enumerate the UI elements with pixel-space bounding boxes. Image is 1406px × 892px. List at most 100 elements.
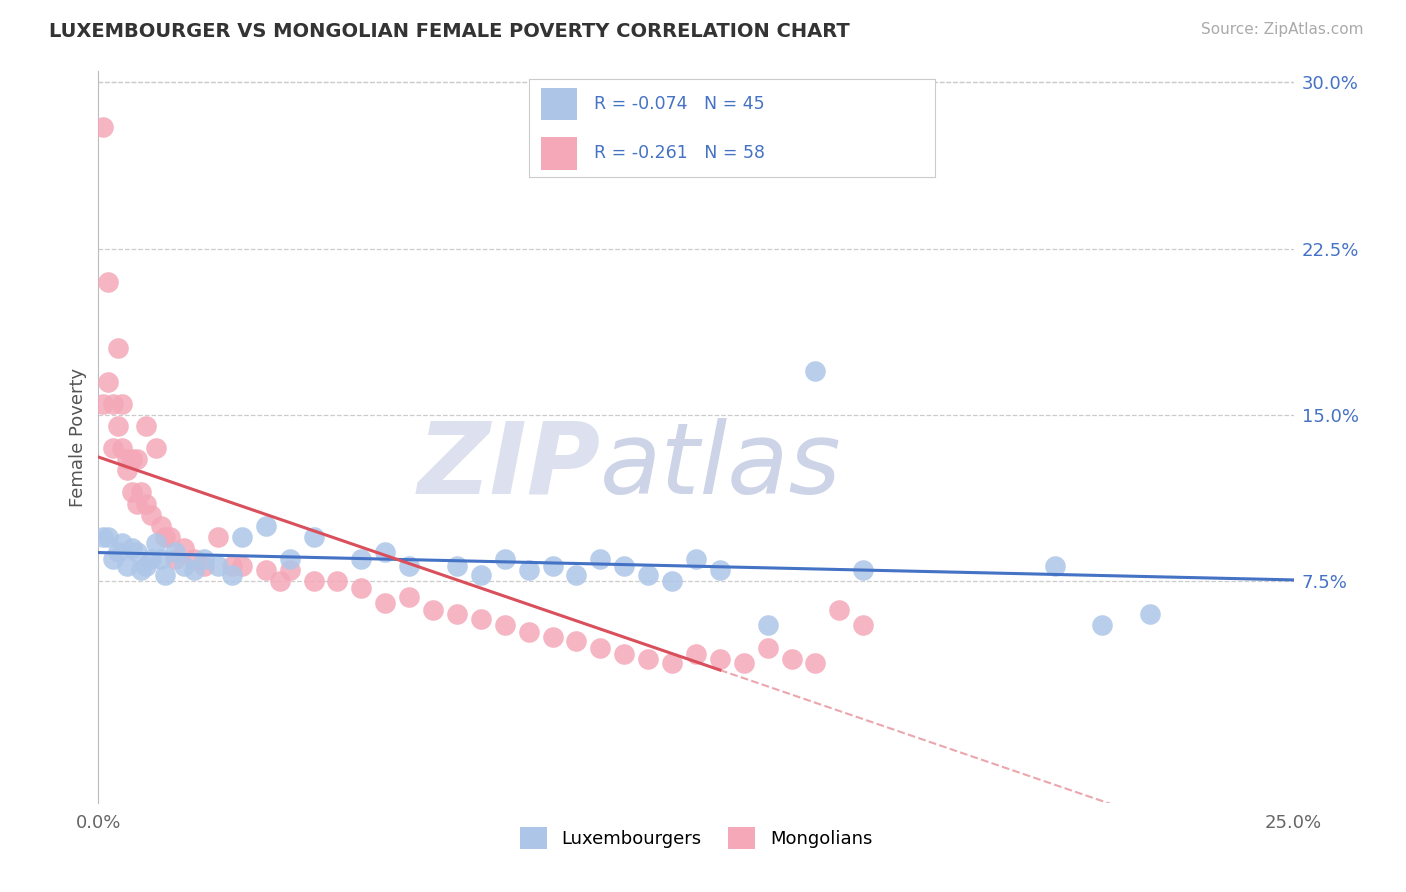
Point	[852, 563, 875, 577]
Point	[350, 581, 373, 595]
Point	[1091, 618, 1114, 632]
Point	[135, 497, 157, 511]
Point	[121, 541, 143, 555]
Point	[115, 463, 138, 477]
Point	[97, 530, 120, 544]
Point	[183, 552, 205, 566]
Point	[135, 419, 157, 434]
Point	[131, 563, 153, 577]
Point	[231, 558, 253, 573]
Point	[173, 541, 195, 555]
Point	[398, 590, 420, 604]
Point	[135, 558, 157, 573]
Point	[565, 634, 588, 648]
Point	[254, 563, 277, 577]
Text: ZIP: ZIP	[418, 417, 600, 515]
Point	[121, 485, 143, 500]
Point	[107, 419, 129, 434]
Point	[207, 558, 229, 573]
Text: Source: ZipAtlas.com: Source: ZipAtlas.com	[1201, 22, 1364, 37]
Point	[804, 656, 827, 670]
Point	[685, 648, 707, 662]
Point	[207, 530, 229, 544]
Point	[221, 558, 243, 573]
Point	[398, 558, 420, 573]
Point	[91, 120, 114, 134]
Point	[145, 536, 167, 550]
Point	[494, 552, 516, 566]
Point	[374, 596, 396, 610]
Point	[541, 558, 564, 573]
Point	[374, 545, 396, 559]
Point	[131, 485, 153, 500]
Point	[163, 552, 186, 566]
Point	[302, 530, 325, 544]
Point	[254, 518, 277, 533]
Point	[302, 574, 325, 589]
Point	[685, 552, 707, 566]
Point	[193, 558, 215, 573]
Point	[121, 452, 143, 467]
Point	[183, 563, 205, 577]
Point	[221, 567, 243, 582]
Point	[422, 603, 444, 617]
Point	[149, 518, 172, 533]
Point	[231, 530, 253, 544]
Point	[517, 625, 540, 640]
Point	[756, 640, 779, 655]
Point	[756, 618, 779, 632]
Point	[115, 452, 138, 467]
Point	[780, 651, 803, 665]
Point	[1043, 558, 1066, 573]
Point	[661, 656, 683, 670]
Point	[804, 363, 827, 377]
Point	[541, 630, 564, 644]
Point	[163, 545, 186, 559]
Point	[470, 567, 492, 582]
Point	[517, 563, 540, 577]
Text: atlas: atlas	[600, 417, 842, 515]
Text: LUXEMBOURGER VS MONGOLIAN FEMALE POVERTY CORRELATION CHART: LUXEMBOURGER VS MONGOLIAN FEMALE POVERTY…	[49, 22, 851, 41]
Point	[494, 618, 516, 632]
Point	[115, 558, 138, 573]
Point	[125, 545, 148, 559]
Point	[637, 651, 659, 665]
Y-axis label: Female Poverty: Female Poverty	[69, 368, 87, 507]
Legend: Luxembourgers, Mongolians: Luxembourgers, Mongolians	[512, 820, 880, 856]
Point	[733, 656, 755, 670]
Point	[661, 574, 683, 589]
Point	[828, 603, 851, 617]
Point	[637, 567, 659, 582]
Point	[149, 552, 172, 566]
Point	[589, 640, 612, 655]
Point	[173, 558, 195, 573]
Point	[613, 558, 636, 573]
Point	[111, 441, 134, 455]
Point	[565, 567, 588, 582]
Point	[193, 552, 215, 566]
Point	[107, 545, 129, 559]
Point	[97, 275, 120, 289]
Point	[852, 618, 875, 632]
Point	[1139, 607, 1161, 622]
Point	[111, 397, 134, 411]
Point	[350, 552, 373, 566]
Point	[709, 563, 731, 577]
Point	[145, 441, 167, 455]
Point	[446, 558, 468, 573]
Point	[446, 607, 468, 622]
Point	[91, 397, 114, 411]
Point	[97, 375, 120, 389]
Point	[139, 508, 162, 522]
Point	[709, 651, 731, 665]
Point	[111, 536, 134, 550]
Point	[125, 452, 148, 467]
Point	[139, 552, 162, 566]
Point	[107, 342, 129, 356]
Point	[101, 441, 124, 455]
Point	[91, 530, 114, 544]
Point	[101, 397, 124, 411]
Point	[589, 552, 612, 566]
Point	[278, 552, 301, 566]
Point	[613, 648, 636, 662]
